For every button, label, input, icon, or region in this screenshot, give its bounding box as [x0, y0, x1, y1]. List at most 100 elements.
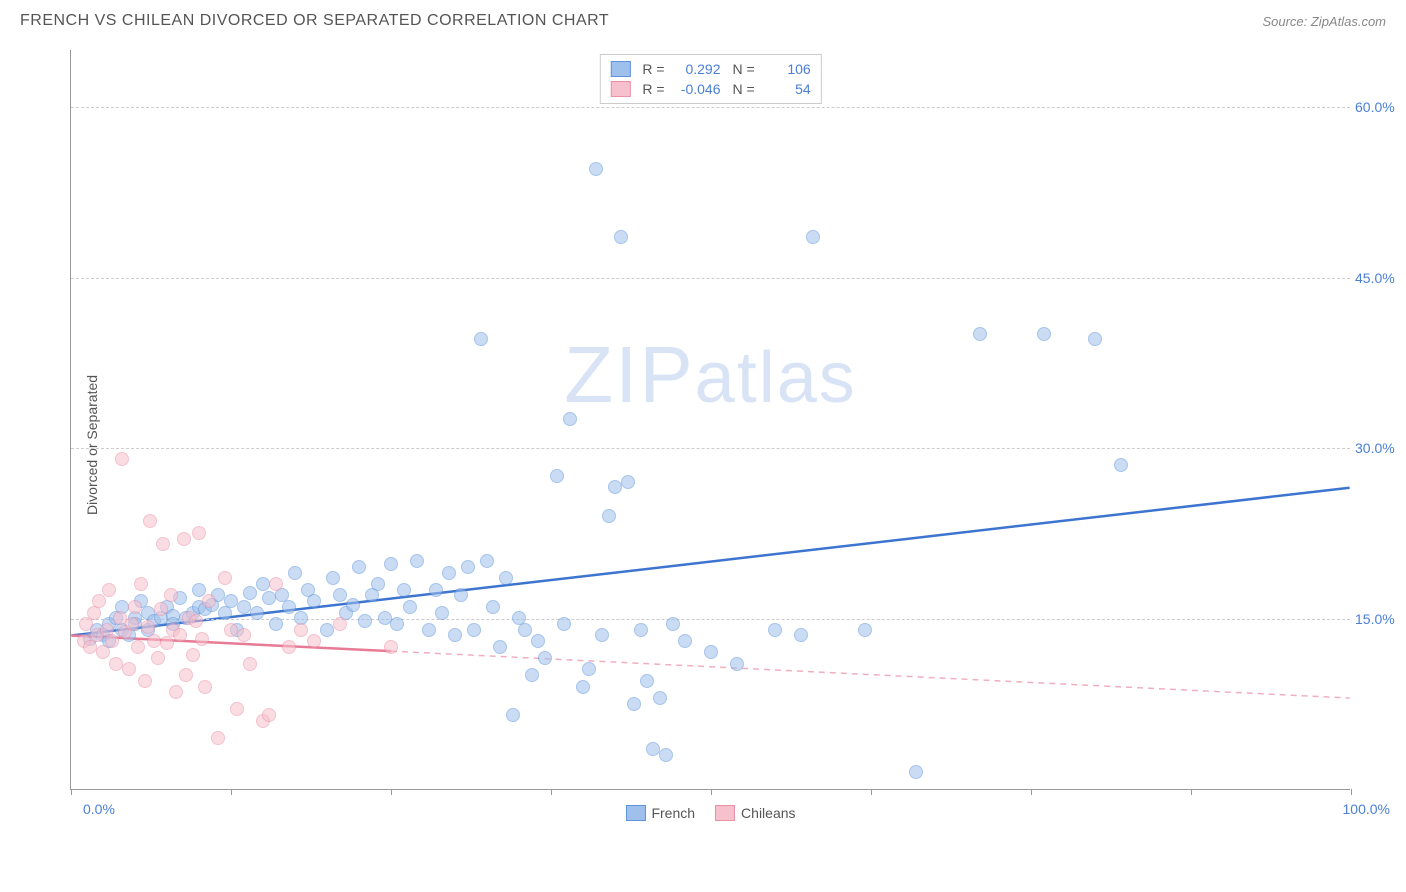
- x-tick: [71, 789, 72, 795]
- data-point: [192, 526, 206, 540]
- data-point: [358, 614, 372, 628]
- data-point: [262, 708, 276, 722]
- chart-source: Source: ZipAtlas.com: [1262, 14, 1386, 29]
- gridline: [71, 107, 1350, 108]
- data-point: [1037, 327, 1051, 341]
- chart-container: Divorced or Separated ZIPatlas R =0.292N…: [50, 50, 1390, 840]
- chart-header: FRENCH VS CHILEAN DIVORCED OR SEPARATED …: [0, 0, 1406, 38]
- watermark: ZIPatlas: [564, 329, 857, 421]
- data-point: [282, 600, 296, 614]
- data-point: [454, 588, 468, 602]
- data-point: [333, 617, 347, 631]
- legend-n-label: N =: [733, 61, 755, 77]
- data-point: [346, 598, 360, 612]
- data-point: [576, 680, 590, 694]
- data-point: [156, 537, 170, 551]
- data-point: [390, 617, 404, 631]
- data-point: [198, 680, 212, 694]
- y-tick-label: 15.0%: [1355, 611, 1406, 627]
- data-point: [125, 617, 139, 631]
- data-point: [141, 620, 155, 634]
- data-point: [177, 532, 191, 546]
- chart-title: FRENCH VS CHILEAN DIVORCED OR SEPARATED …: [20, 12, 609, 30]
- data-point: [288, 566, 302, 580]
- data-point: [131, 640, 145, 654]
- plot-area: ZIPatlas R =0.292N =106R =-0.046N =54 0.…: [70, 50, 1350, 790]
- data-point: [282, 640, 296, 654]
- data-point: [704, 645, 718, 659]
- data-point: [371, 577, 385, 591]
- data-point: [403, 600, 417, 614]
- legend-n-value: 54: [763, 81, 811, 97]
- data-point: [730, 657, 744, 671]
- data-point: [237, 628, 251, 642]
- legend-label: Chileans: [741, 805, 795, 821]
- legend-swatch: [610, 81, 630, 97]
- gridline: [71, 278, 1350, 279]
- data-point: [531, 634, 545, 648]
- data-point: [352, 560, 366, 574]
- data-point: [909, 765, 923, 779]
- data-point: [640, 674, 654, 688]
- legend-n-value: 106: [763, 61, 811, 77]
- data-point: [105, 634, 119, 648]
- data-point: [621, 475, 635, 489]
- data-point: [243, 586, 257, 600]
- data-point: [666, 617, 680, 631]
- data-point: [250, 606, 264, 620]
- data-point: [218, 571, 232, 585]
- data-point: [858, 623, 872, 637]
- legend-r-label: R =: [642, 81, 664, 97]
- data-point: [582, 662, 596, 676]
- data-point: [294, 623, 308, 637]
- x-tick: [711, 789, 712, 795]
- data-point: [973, 327, 987, 341]
- x-tick: [551, 789, 552, 795]
- data-point: [211, 731, 225, 745]
- legend-stat-row: R =-0.046N =54: [610, 79, 810, 99]
- data-point: [160, 636, 174, 650]
- data-point: [563, 412, 577, 426]
- legend-r-value: -0.046: [673, 81, 721, 97]
- data-point: [474, 332, 488, 346]
- data-point: [230, 702, 244, 716]
- y-tick-label: 60.0%: [1355, 99, 1406, 115]
- data-point: [557, 617, 571, 631]
- x-tick: [391, 789, 392, 795]
- data-point: [486, 600, 500, 614]
- legend-swatch: [625, 805, 645, 821]
- legend-swatch: [610, 61, 630, 77]
- legend-swatch: [715, 805, 735, 821]
- data-point: [678, 634, 692, 648]
- data-point: [384, 557, 398, 571]
- data-point: [397, 583, 411, 597]
- data-point: [1114, 458, 1128, 472]
- data-point: [243, 657, 257, 671]
- data-point: [147, 634, 161, 648]
- data-point: [614, 230, 628, 244]
- data-point: [461, 560, 475, 574]
- data-point: [269, 577, 283, 591]
- data-point: [164, 588, 178, 602]
- data-point: [134, 577, 148, 591]
- data-point: [169, 685, 183, 699]
- data-point: [422, 623, 436, 637]
- data-point: [806, 230, 820, 244]
- data-point: [550, 469, 564, 483]
- data-point: [115, 452, 129, 466]
- x-tick: [231, 789, 232, 795]
- data-point: [525, 668, 539, 682]
- legend-item: French: [625, 805, 695, 821]
- data-point: [326, 571, 340, 585]
- legend-r-label: R =: [642, 61, 664, 77]
- data-point: [269, 617, 283, 631]
- legend-item: Chileans: [715, 805, 795, 821]
- x-tick: [1191, 789, 1192, 795]
- trend-lines: [71, 50, 1350, 789]
- data-point: [506, 708, 520, 722]
- data-point: [627, 697, 641, 711]
- data-point: [186, 648, 200, 662]
- x-axis-max-label: 100.0%: [1343, 801, 1390, 817]
- data-point: [179, 668, 193, 682]
- data-point: [768, 623, 782, 637]
